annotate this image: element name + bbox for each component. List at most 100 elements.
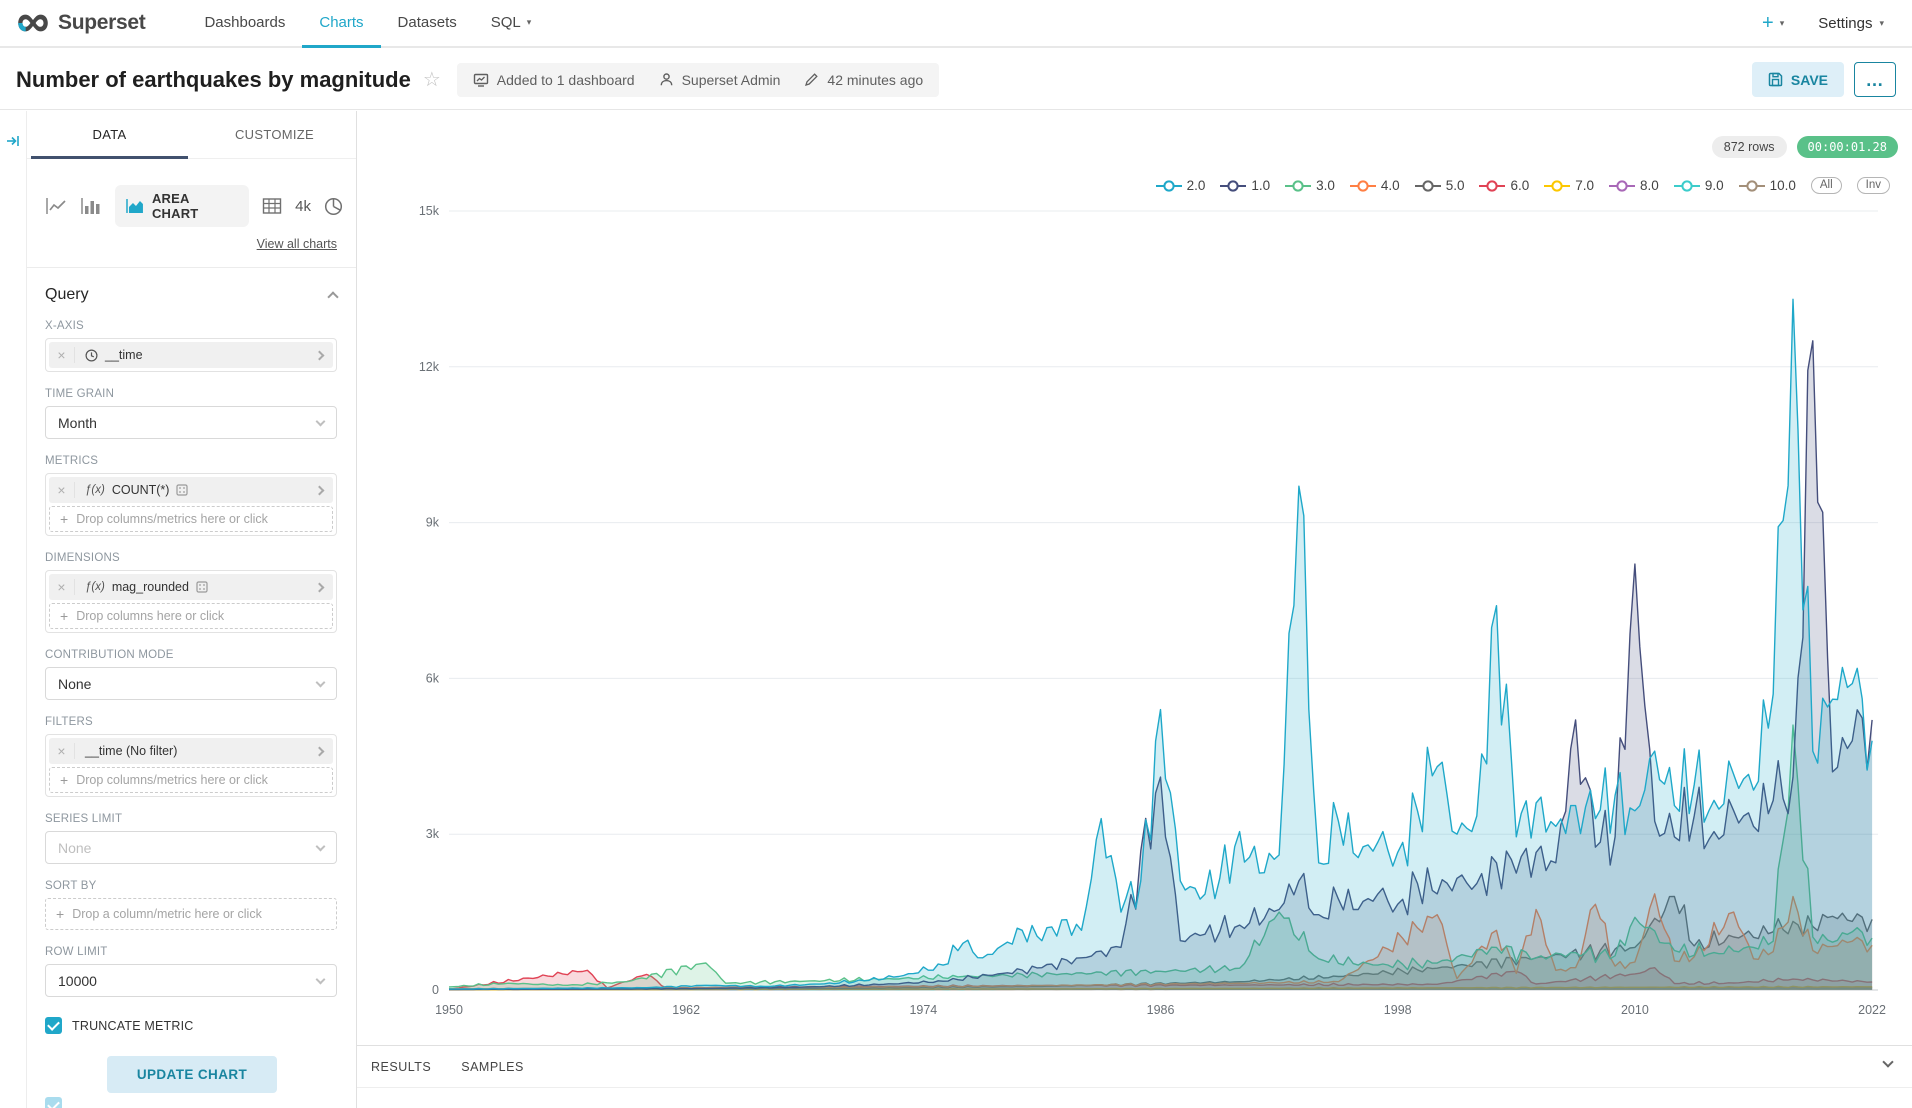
legend-item-2.0[interactable]: 2.0 xyxy=(1155,178,1205,193)
view-all-charts-link[interactable]: View all charts xyxy=(256,237,337,251)
dimensions-dropzone[interactable]: + Drop columns here or click xyxy=(49,603,333,629)
remove-icon[interactable]: × xyxy=(49,347,75,363)
legend-item-9.0[interactable]: 9.0 xyxy=(1673,178,1724,193)
svg-text:3k: 3k xyxy=(426,827,440,841)
new-item-button[interactable]: + ▾ xyxy=(1762,12,1784,35)
plus-icon: + xyxy=(60,608,69,624)
legend-marker-icon xyxy=(1155,179,1182,192)
legend-marker-icon xyxy=(1220,179,1247,192)
dimension-field[interactable]: × ƒ(x) mag_rounded xyxy=(49,574,333,600)
metrics-dropzone[interactable]: + Drop columns/metrics here or click xyxy=(49,506,333,532)
expand-icon[interactable] xyxy=(314,582,325,592)
row-limit-label: ROW LIMIT xyxy=(45,946,108,958)
save-button[interactable]: SAVE xyxy=(1751,62,1844,97)
svg-text:1950: 1950 xyxy=(435,1003,463,1017)
chart-header: Number of earthquakes by magnitude ☆ Add… xyxy=(0,50,1912,110)
series-limit-select[interactable]: None xyxy=(45,831,337,864)
tab-results[interactable]: RESULTS xyxy=(371,1059,432,1074)
svg-text:1998: 1998 xyxy=(1384,1003,1412,1017)
legend-marker-icon xyxy=(1544,179,1571,192)
truncate-metric-checkbox[interactable] xyxy=(45,1017,62,1034)
time-grain-label: TIME GRAIN xyxy=(45,388,115,400)
last-modified-meta[interactable]: 42 minutes ago xyxy=(804,72,923,88)
legend-marker-icon xyxy=(1673,179,1700,192)
legend-item-3.0[interactable]: 3.0 xyxy=(1285,178,1335,193)
svg-text:12k: 12k xyxy=(419,360,440,374)
dimensions-label: DIMENSIONS xyxy=(45,552,120,564)
legend-label: 5.0 xyxy=(1445,178,1465,193)
tab-samples[interactable]: SAMPLES xyxy=(461,1059,524,1074)
legend-item-5.0[interactable]: 5.0 xyxy=(1414,178,1465,193)
legend-item-1.0[interactable]: 1.0 xyxy=(1220,178,1270,193)
owner-meta[interactable]: Superset Admin xyxy=(659,72,780,88)
legend-label: 6.0 xyxy=(1510,178,1530,193)
legend-marker-icon xyxy=(1414,179,1441,192)
remove-icon[interactable]: × xyxy=(49,579,75,595)
filter-field[interactable]: × __time (No filter) xyxy=(49,738,333,764)
legend-marker-icon xyxy=(1738,179,1765,192)
legend-item-7.0[interactable]: 7.0 xyxy=(1544,178,1594,193)
svg-text:2022: 2022 xyxy=(1858,1003,1886,1017)
x-axis-field[interactable]: × __time xyxy=(49,342,333,368)
row-limit-select[interactable]: 10000 xyxy=(45,964,337,997)
nav-item-datasets[interactable]: Datasets xyxy=(397,14,457,31)
area-chart-type-selected[interactable]: AREA CHART xyxy=(115,185,250,227)
expand-icon[interactable] xyxy=(314,746,325,756)
legend-item-4.0[interactable]: 4.0 xyxy=(1349,178,1400,193)
caret-down-icon: ▾ xyxy=(1779,17,1785,28)
legend-inv-button[interactable]: Inv xyxy=(1856,177,1890,194)
collapse-query-chevron-icon[interactable] xyxy=(327,291,339,303)
legend-item-8.0[interactable]: 8.0 xyxy=(1609,178,1659,193)
panel-collapse-strip xyxy=(0,111,27,1108)
time-grain-select[interactable]: Month xyxy=(45,406,337,439)
dashboards-meta[interactable]: Added to 1 dashboard xyxy=(473,72,635,88)
plus-icon: + xyxy=(60,511,69,527)
big-number-4k-icon[interactable]: 4k xyxy=(295,197,311,215)
legend-item-6.0[interactable]: 6.0 xyxy=(1479,178,1529,193)
legend-marker-icon xyxy=(1479,179,1506,192)
metric-field[interactable]: × ƒ(x) COUNT(*) xyxy=(49,477,333,503)
legend-marker-icon xyxy=(1285,179,1312,192)
collapse-panel-icon[interactable] xyxy=(5,133,21,154)
filters-dropzone[interactable]: + Drop columns/metrics here or click xyxy=(49,767,333,793)
pencil-icon xyxy=(805,73,819,86)
pie-chart-type-icon[interactable] xyxy=(324,197,343,216)
nav-item-dashboards[interactable]: Dashboards xyxy=(204,14,286,31)
query-timer-badge[interactable]: 00:00:01.28 xyxy=(1796,136,1898,158)
update-chart-button[interactable]: UPDATE CHART xyxy=(106,1056,278,1093)
legend-label: 3.0 xyxy=(1316,178,1335,193)
contribution-mode-select[interactable]: None xyxy=(45,667,337,700)
nav-item-charts[interactable]: Charts xyxy=(302,0,381,48)
line-chart-type-icon[interactable] xyxy=(45,197,67,215)
metrics-label: METRICS xyxy=(45,455,99,467)
divider xyxy=(27,267,356,268)
contribution-mode-label: CONTRIBUTION MODE xyxy=(45,649,174,661)
more-actions-button[interactable]: … xyxy=(1854,62,1896,97)
settings-menu[interactable]: Settings ▾ xyxy=(1818,14,1884,32)
favorite-star-icon[interactable]: ☆ xyxy=(422,69,441,91)
tab-customize[interactable]: CUSTOMIZE xyxy=(234,127,315,142)
ellipsis-icon: … xyxy=(1865,69,1885,90)
chevron-down-icon xyxy=(315,974,326,985)
legend-all-button[interactable]: All xyxy=(1810,177,1842,194)
table-chart-type-icon[interactable] xyxy=(262,197,282,215)
superset-logo[interactable]: Superset xyxy=(0,0,163,46)
remove-icon[interactable]: × xyxy=(49,482,75,498)
row-count-badge[interactable]: 872 rows xyxy=(1711,136,1787,158)
superset-infinity-icon xyxy=(18,14,48,32)
area-chart-canvas[interactable]: 0 3k 6k 9k 12k 15k 1950 1962 1974 1986 1998 2010 202… xyxy=(357,111,1912,1045)
expand-icon[interactable] xyxy=(314,485,325,495)
expand-icon[interactable] xyxy=(314,350,325,360)
legend-item-10.0[interactable]: 10.0 xyxy=(1738,178,1796,193)
function-icon: ƒ(x) xyxy=(85,484,105,496)
chart-card: 0 3k 6k 9k 12k 15k 1950 1962 1974 1986 1998 2010 202… xyxy=(357,111,1912,1045)
bar-chart-type-icon[interactable] xyxy=(80,197,102,215)
legend-label: 4.0 xyxy=(1380,178,1400,193)
query-section-title: Query xyxy=(45,286,89,303)
remove-icon[interactable]: × xyxy=(49,743,75,759)
partial-checkbox[interactable] xyxy=(45,1097,62,1108)
tab-data[interactable]: DATA xyxy=(27,111,192,159)
sort-by-dropzone[interactable]: + Drop a column/metric here or click xyxy=(45,898,337,930)
svg-text:15k: 15k xyxy=(419,204,440,218)
nav-item-sql[interactable]: SQL ▾ xyxy=(490,14,532,31)
